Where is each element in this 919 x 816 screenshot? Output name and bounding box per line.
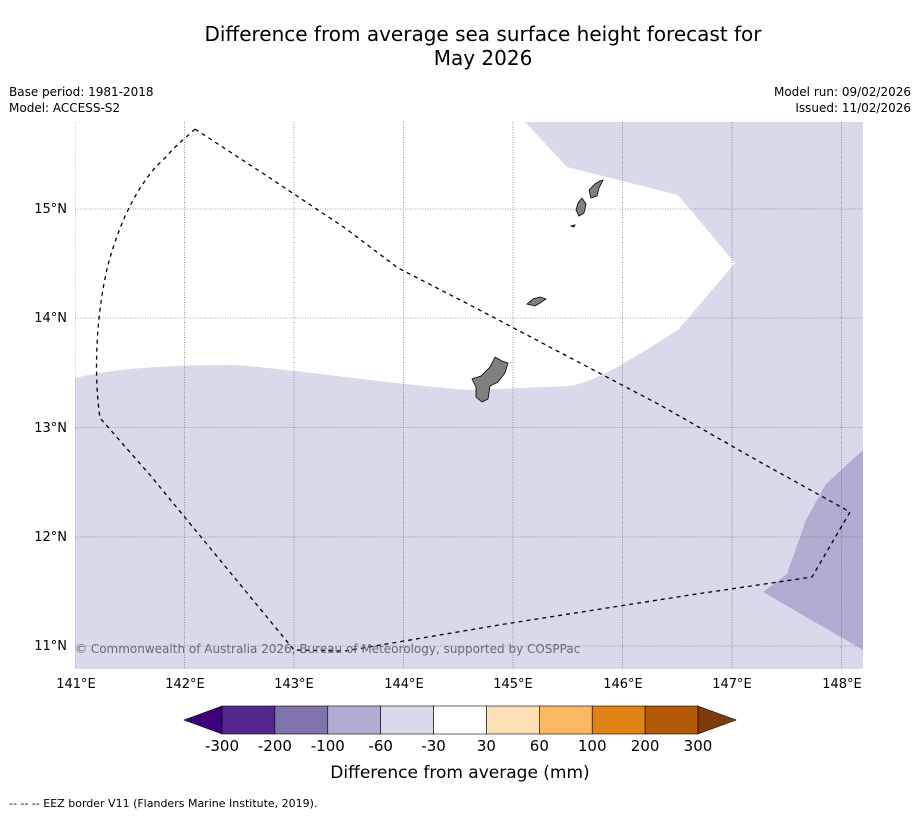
aguijan-island [569, 224, 576, 228]
meta-left: Base period: 1981-2018 Model: ACCESS-S2 [9, 84, 154, 116]
colorbar-extend-low [183, 705, 223, 735]
lat-label-15n: 15°N [34, 202, 67, 217]
lon-label-142e: 142°E [165, 677, 205, 692]
colorbar-tick-label: 60 [530, 737, 549, 755]
colorbar-bin [221, 705, 276, 735]
lat-label-12n: 12°N [34, 530, 67, 545]
colorbar-tick-label: -100 [311, 737, 345, 755]
colorbar-tick-label: -30 [421, 737, 446, 755]
lon-label-147e: 147°E [712, 677, 752, 692]
anomaly-region-east [763, 450, 863, 650]
title-line-1: Difference from average sea surface heig… [204, 22, 762, 46]
title-line-2: May 2026 [433, 46, 533, 70]
rota-island [526, 296, 547, 307]
islands [471, 179, 604, 403]
colorbar-tick-label: -300 [205, 737, 239, 755]
colorbar-bin [327, 705, 381, 735]
lat-label-14n: 14°N [34, 311, 67, 326]
model-run: Model run: 09/02/2026 [773, 85, 911, 99]
tinian-island [575, 197, 587, 217]
colorbar-bin [591, 705, 646, 735]
lat-label-13n: 13°N [34, 421, 67, 436]
colorbar-tick-label: 30 [477, 737, 496, 755]
saipan-island [588, 179, 604, 199]
lat-label-11n: 11°N [34, 639, 67, 654]
colorbar-tick-label: 100 [578, 737, 607, 755]
colorbar-tick-label: 200 [631, 737, 660, 755]
lon-label-144e: 144°E [384, 677, 424, 692]
base-period: Base period: 1981-2018 [9, 85, 154, 99]
colorbar-bin [644, 705, 699, 735]
colorbar-bin [539, 705, 593, 735]
colorbar-tick-label: -60 [368, 737, 393, 755]
colorbar-extend-high [697, 705, 737, 735]
lon-label-148e: 148°E [822, 677, 862, 692]
issued-date: Issued: 11/02/2026 [795, 101, 911, 115]
lon-label-146e: 146°E [603, 677, 643, 692]
graticule [75, 122, 863, 669]
colorbar-tick-label: 300 [684, 737, 713, 755]
eez-border [95, 128, 851, 652]
lon-label-143e: 143°E [274, 677, 314, 692]
lon-label-141e: 141°E [56, 677, 96, 692]
anomaly-region-south [75, 122, 863, 669]
colorbar-tick-label: -200 [258, 737, 292, 755]
copyright-text: © Commonwealth of Australia 2026, Bureau… [75, 642, 580, 656]
footer-note: -- -- -- EEZ border V11 (Flanders Marine… [9, 797, 318, 810]
colorbar-bin [380, 705, 434, 735]
colorbar-label: Difference from average (mm) [330, 763, 589, 783]
lon-labels: 141°E 142°E 143°E 144°E 145°E 146°E 147°… [56, 677, 862, 692]
colorbar-bin [274, 705, 329, 735]
lat-labels: 15°N 14°N 13°N 12°N 11°N [34, 202, 67, 654]
guam-island [471, 356, 509, 403]
colorbar-bin [486, 705, 540, 735]
map-title: Difference from average sea surface heig… [0, 22, 919, 70]
lon-label-145e: 145°E [493, 677, 533, 692]
map-area [75, 122, 863, 669]
model-name: Model: ACCESS-S2 [9, 101, 121, 115]
colorbar: -300 -200 -100 -60 -30 30 60 100 200 300 [183, 705, 737, 755]
colorbar-bin [433, 705, 487, 735]
meta-right: Model run: 09/02/2026 Issued: 11/02/2026 [774, 84, 911, 116]
